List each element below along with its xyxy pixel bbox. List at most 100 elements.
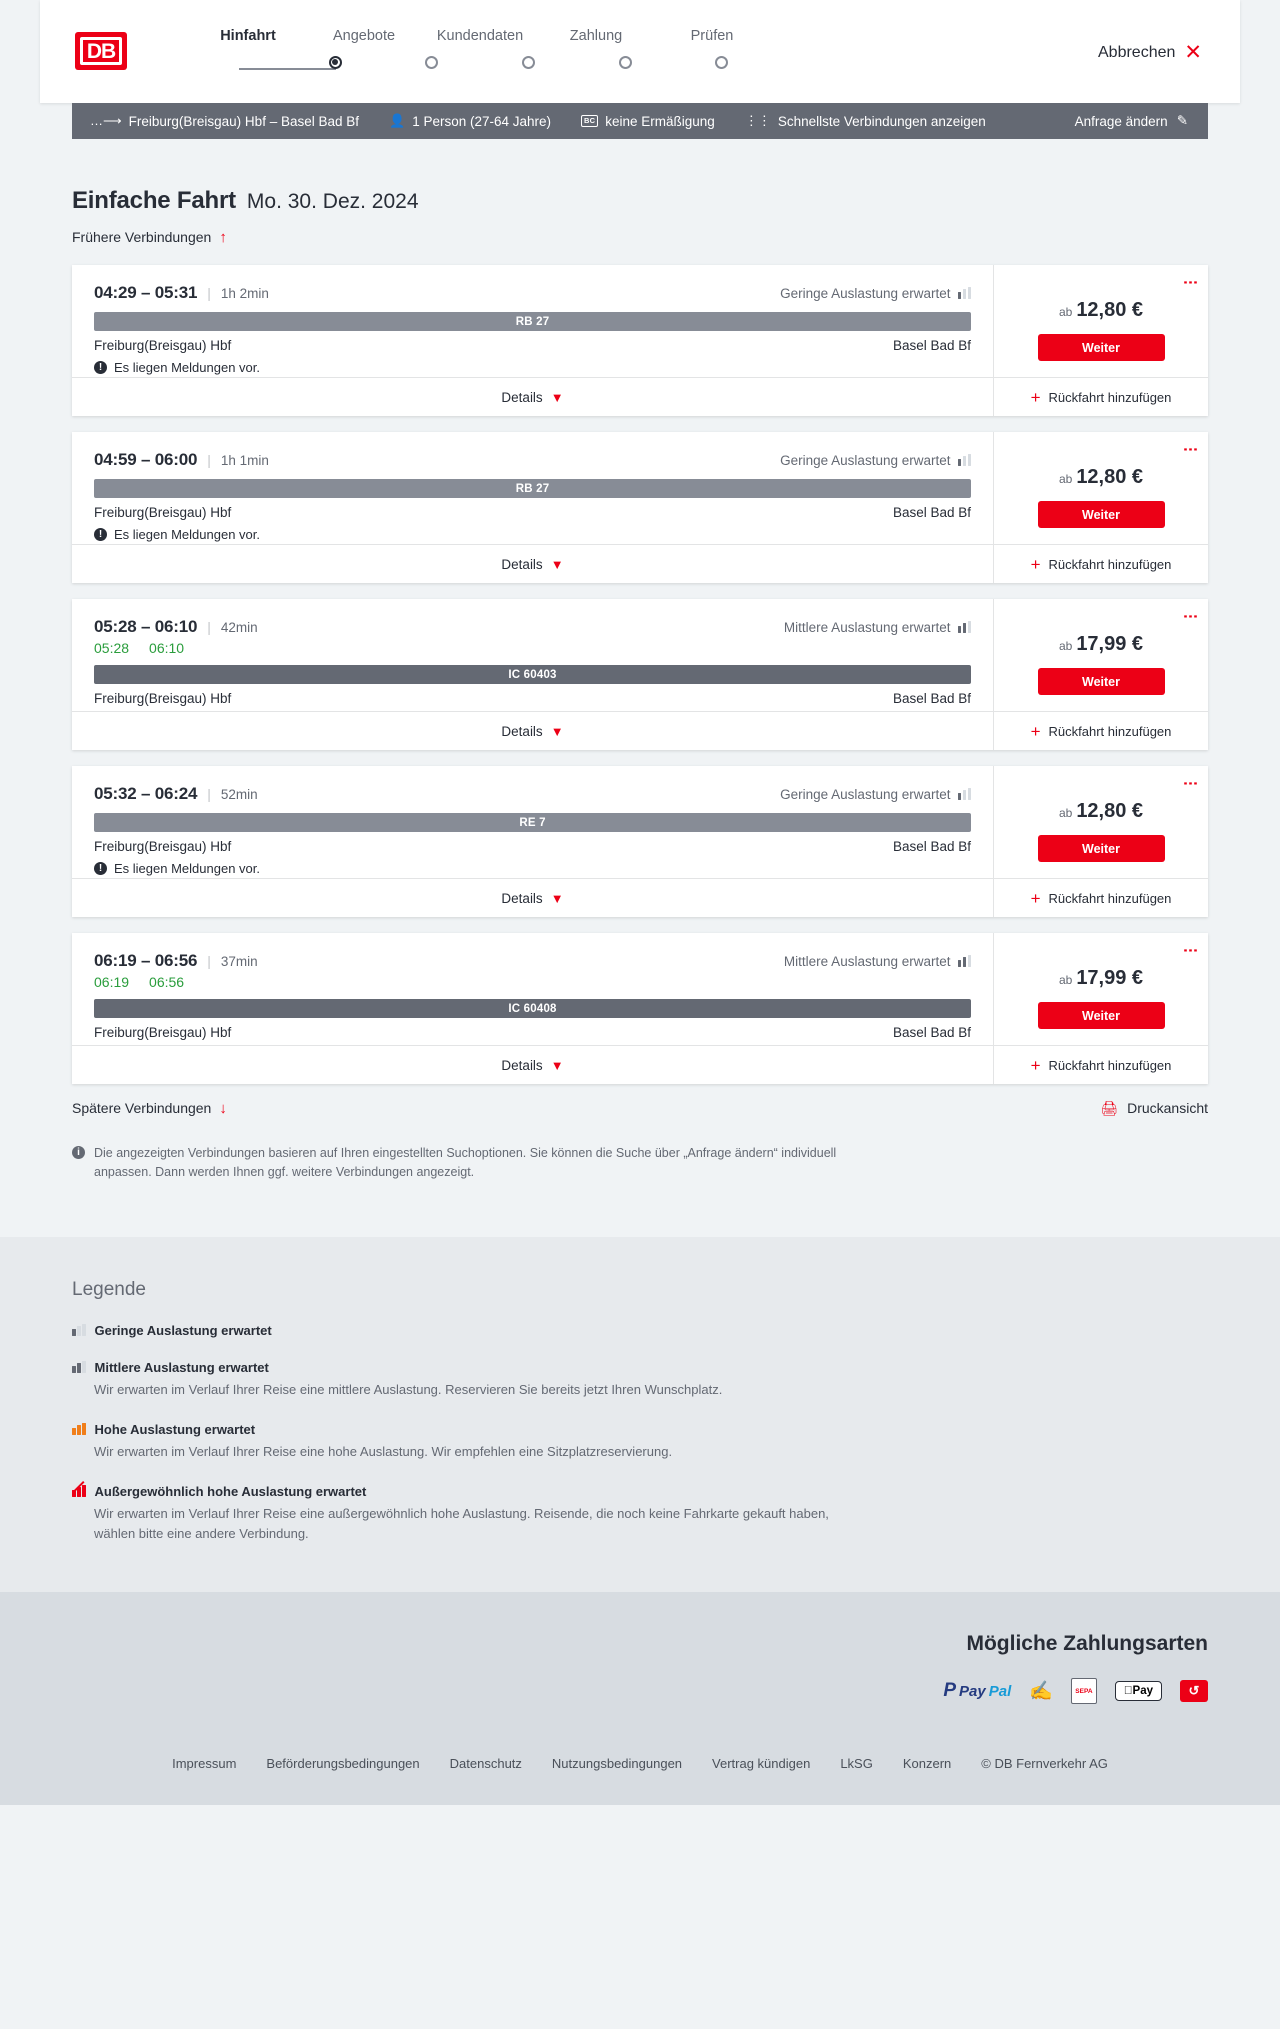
cancel-button[interactable]: Abbrechen ✕ [1098, 42, 1202, 63]
details-toggle[interactable]: Details ▼ [72, 1045, 993, 1084]
connection-list: 04:29 – 05:31 | 1h 2min Geringe Auslastu… [72, 265, 1208, 1084]
train-badge: RB 27 [94, 312, 971, 331]
time-separator: | [207, 619, 211, 635]
earlier-connections-button[interactable]: Frühere Verbindungen ↑ [72, 229, 227, 245]
realtime-arrival: 06:56 [149, 974, 185, 990]
later-connections-button[interactable]: Spätere Verbindungen ↓ [72, 1100, 227, 1116]
connection-time-row: 06:19 – 06:56 | 37min Mittlere Auslastun… [94, 951, 971, 971]
step-label-zahlung[interactable]: Zahlung [569, 28, 623, 44]
connection-row[interactable]: 04:59 – 06:00 | 1h 1min Geringe Auslastu… [72, 432, 1208, 583]
legend-head: Hohe Auslastung erwartet [72, 1422, 1208, 1437]
connection-message[interactable]: ! Es liegen Meldungen vor. [94, 861, 971, 876]
footer-link-nutzungsbedingungen[interactable]: Nutzungsbedingungen [551, 1756, 683, 1772]
continue-button[interactable]: Weiter [1037, 334, 1165, 361]
occupancy-bars-icon [957, 454, 971, 466]
add-return-label: Rückfahrt hinzufügen [1048, 389, 1172, 405]
continue-button[interactable]: Weiter [1037, 501, 1165, 528]
continue-button[interactable]: Weiter [1037, 835, 1165, 862]
legend-head: Mittlere Auslastung erwartet [72, 1360, 1208, 1375]
connection-actions: ⋮ ab 12,80 € Weiter + Rückfahrt hinzufüg… [993, 766, 1208, 917]
more-options-icon[interactable]: ⋮ [1182, 609, 1199, 624]
more-options-icon[interactable]: ⋮ [1182, 442, 1199, 457]
connection-actions: ⋮ ab 12,80 € Weiter + Rückfahrt hinzufüg… [993, 432, 1208, 583]
cancel-label: Abbrechen [1098, 43, 1176, 61]
occupancy-bars-icon [957, 621, 971, 633]
connection-row[interactable]: 05:32 – 06:24 | 52min Geringe Auslastung… [72, 766, 1208, 917]
connection-time-range: 06:19 – 06:56 [94, 951, 198, 970]
step-dot-kundendaten[interactable] [521, 55, 535, 69]
details-toggle[interactable]: Details ▼ [72, 377, 993, 416]
legend-description: Wir erwarten im Verlauf Ihrer Reise eine… [94, 1443, 673, 1459]
footer-link-befoerderungsbedingungen[interactable]: Beförderungsbedingungen [266, 1756, 420, 1772]
print-view-button[interactable]: 🖨 Druckansicht [1100, 1100, 1208, 1116]
add-return-button[interactable]: + Rückfahrt hinzufügen [994, 878, 1208, 917]
step-label-hinfahrt[interactable]: Hinfahrt [220, 28, 276, 44]
station-from: Freiburg(Breisgau) Hbf [94, 338, 232, 353]
stepper-line [239, 68, 336, 70]
continue-button[interactable]: Weiter [1037, 668, 1165, 695]
step-dot-pruefen[interactable] [715, 55, 729, 69]
db-logo[interactable]: DB [75, 32, 127, 70]
add-return-button[interactable]: + Rückfahrt hinzufügen [994, 377, 1208, 416]
page-footer: Impressum Beförderungsbedingungen Datens… [0, 1734, 1280, 1806]
plus-icon: + [1030, 554, 1041, 574]
details-toggle[interactable]: Details ▼ [72, 711, 993, 750]
footer-link-vertrag-kuendigen[interactable]: Vertrag kündigen [712, 1756, 811, 1772]
connection-message[interactable]: ! Es liegen Meldungen vor. [94, 527, 971, 542]
legend-description: Wir erwarten im Verlauf Ihrer Reise eine… [94, 1381, 723, 1397]
time-separator: | [207, 953, 211, 969]
footer-link-konzern[interactable]: Konzern [902, 1756, 952, 1772]
criteria-passengers[interactable]: 👤 1 Person (27-64 Jahre) [389, 113, 551, 129]
add-return-label: Rückfahrt hinzufügen [1048, 556, 1172, 572]
more-options-icon[interactable]: ⋮ [1182, 776, 1199, 791]
add-return-button[interactable]: + Rückfahrt hinzufügen [994, 711, 1208, 750]
step-label-angebote[interactable]: Angebote [332, 28, 396, 44]
connection-row[interactable]: 05:28 – 06:10 | 42min Mittlere Auslastun… [72, 599, 1208, 750]
connection-duration: 42min [220, 619, 258, 635]
price-area: ⋮ ab 12,80 € Weiter [994, 766, 1208, 878]
legend-title: Legende [72, 1278, 146, 1300]
more-options-icon[interactable]: ⋮ [1182, 275, 1199, 290]
step-dot-angebote[interactable] [425, 55, 439, 69]
connection-message[interactable]: ! Es liegen Meldungen vor. [94, 360, 971, 375]
criteria-route[interactable]: …⟶ Freiburg(Breisgau) Hbf – Basel Bad Bf [90, 113, 359, 129]
criteria-discount-label: keine Ermäßigung [605, 113, 715, 129]
continue-button[interactable]: Weiter [1037, 1002, 1165, 1029]
connection-row[interactable]: 06:19 – 06:56 | 37min Mittlere Auslastun… [72, 933, 1208, 1084]
details-toggle[interactable]: Details ▼ [72, 544, 993, 583]
step-label-pruefen[interactable]: Prüfen [690, 28, 734, 44]
occupancy-label: Geringe Auslastung erwartet [780, 285, 951, 301]
station-from: Freiburg(Breisgau) Hbf [94, 505, 232, 520]
occupancy-bars-icon [957, 955, 971, 967]
realtime-departure: 06:19 [94, 974, 130, 990]
step-dot-zahlung[interactable] [618, 55, 632, 69]
more-options-icon[interactable]: ⋮ [1182, 943, 1199, 958]
connection-details: 05:28 – 06:10 | 42min Mittlere Auslastun… [72, 599, 993, 750]
add-return-button[interactable]: + Rückfahrt hinzufügen [994, 1045, 1208, 1084]
warning-icon: ! [94, 862, 107, 875]
price-value: 17,99 € [1076, 633, 1144, 655]
edit-search-button[interactable]: Anfrage ändern ✎ [1075, 113, 1188, 129]
details-toggle[interactable]: Details ▼ [72, 878, 993, 917]
station-to: Basel Bad Bf [892, 839, 971, 854]
direct-debit-icon: ✍ [1029, 1681, 1053, 1703]
connection-message-label: Es liegen Meldungen vor. [114, 527, 260, 542]
price-prefix: ab [1058, 472, 1073, 486]
connection-row[interactable]: 04:29 – 05:31 | 1h 2min Geringe Auslastu… [72, 265, 1208, 416]
footer-link-lksg[interactable]: LkSG [840, 1756, 873, 1772]
criteria-filter[interactable]: ⋮⋮ Schnellste Verbindungen anzeigen [745, 113, 986, 129]
print-view-label: Druckansicht [1127, 1100, 1208, 1116]
price-prefix: ab [1058, 305, 1073, 319]
price-value: 12,80 € [1076, 466, 1144, 488]
step-dot-hinfahrt[interactable] [328, 55, 342, 69]
step-label-kundendaten[interactable]: Kundendaten [436, 28, 524, 44]
footer-link-datenschutz[interactable]: Datenschutz [449, 1756, 522, 1772]
price-area: ⋮ ab 12,80 € Weiter [994, 265, 1208, 377]
connection-time-row: 04:59 – 06:00 | 1h 1min Geringe Auslastu… [94, 450, 971, 470]
footer-link-impressum[interactable]: Impressum [172, 1756, 237, 1772]
train-badge: IC 60408 [94, 999, 971, 1018]
add-return-button[interactable]: + Rückfahrt hinzufügen [994, 544, 1208, 583]
criteria-discount[interactable]: BC keine Ermäßigung [581, 114, 715, 129]
printer-icon: 🖨 [1100, 1100, 1119, 1116]
